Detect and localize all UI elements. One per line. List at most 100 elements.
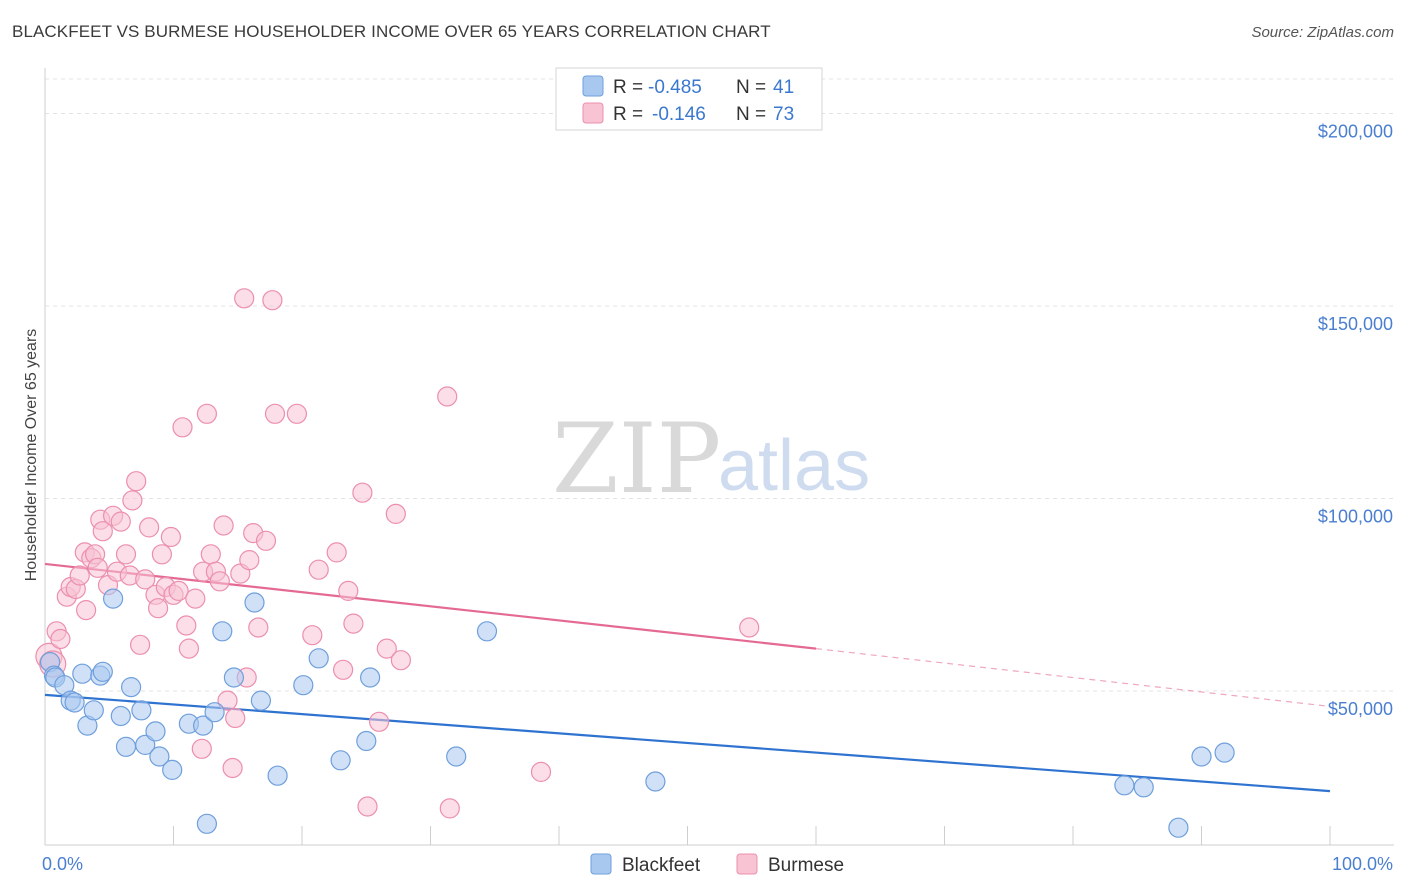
blackfeet-point-24	[212, 621, 233, 642]
bottom-legend-label-blackfeet: Blackfeet	[622, 855, 701, 876]
blackfeet-point-6	[72, 663, 93, 684]
blackfeet-point-16	[135, 734, 156, 756]
legend-r-label-1: R =	[613, 77, 643, 98]
blackfeet-point-40	[1191, 746, 1212, 767]
burmese-point-46	[225, 707, 246, 729]
x-tick-labels: 0.0% 100.0%	[42, 854, 1393, 874]
burmese-point-48	[234, 288, 255, 309]
y-tick-label-2: $150,000	[1318, 314, 1393, 334]
blackfeet-point-29	[293, 675, 314, 696]
burmese-point-9	[75, 599, 97, 621]
blackfeet-point-13	[115, 736, 137, 757]
y-tick-labels: $50,000 $100,000 $150,000 $200,000	[1318, 122, 1393, 720]
bottom-legend: Blackfeet Burmese	[590, 853, 844, 876]
blackfeet-point-30	[308, 648, 329, 669]
burmese-point-43	[213, 515, 234, 536]
blackfeet-point-33	[360, 667, 381, 688]
burmese-point-65	[369, 711, 390, 732]
blackfeet-point-12	[110, 705, 131, 727]
burmese-point-34	[176, 615, 197, 636]
burmese-point-37	[191, 738, 212, 759]
blackfeet-point-8	[83, 700, 104, 721]
blackfeet-point-37	[1114, 775, 1135, 796]
bottom-legend-label-burmese: Burmese	[768, 855, 844, 876]
burmese-point-33	[172, 417, 193, 438]
blackfeet-point-21	[193, 715, 214, 736]
blackfeet-point-35	[476, 621, 498, 642]
burmese-point-70	[439, 798, 460, 819]
blackfeet-point-41	[1214, 742, 1235, 763]
legend-n-label-1: N =	[736, 77, 766, 98]
burmese-point-57	[302, 625, 323, 646]
burmese-trend-extension	[815, 648, 1331, 707]
burmese-point-42	[209, 571, 230, 592]
burmese-point-50	[239, 549, 260, 571]
bottom-legend-swatch-blackfeet	[590, 853, 612, 875]
burmese-point-60	[333, 659, 354, 680]
burmese-point-52	[248, 617, 269, 638]
burmese-point-39	[196, 403, 217, 424]
legend-r-value-2: -0.146	[652, 104, 706, 125]
blackfeet-trend-line	[44, 693, 1331, 793]
burmese-point-30	[160, 526, 181, 548]
watermark: ZIP atlas	[552, 403, 870, 515]
legend-box: R = -0.485 N = 41 R = -0.146 N = 73	[555, 67, 823, 131]
burmese-point-67	[385, 503, 406, 525]
x-tick-label-1: 100.0%	[1332, 854, 1393, 874]
trend-lines	[44, 562, 1331, 793]
blackfeet-point-32	[356, 730, 377, 752]
burmese-point-14	[92, 521, 113, 542]
burmese-point-12	[87, 557, 108, 578]
blackfeet-point-25	[223, 667, 244, 688]
burmese-point-35	[178, 638, 199, 659]
burmese-point-62	[343, 613, 364, 634]
burmese-point-54	[262, 290, 283, 311]
axes	[44, 68, 1394, 846]
bottom-legend-swatch-burmese	[736, 853, 758, 875]
blackfeet-point-19	[162, 759, 183, 781]
y-tick-label-3: $200,000	[1318, 122, 1393, 142]
legend-n-label-2: N =	[736, 104, 766, 125]
burmese-point-64	[357, 796, 378, 817]
legend-swatch-burmese	[582, 102, 604, 124]
burmese-point-63	[352, 482, 373, 503]
blackfeet-point-22	[196, 813, 217, 834]
burmese-point-58	[308, 559, 329, 580]
watermark-atlas: atlas	[718, 426, 870, 506]
blackfeet-point-10	[92, 661, 113, 682]
burmese-point-23	[130, 634, 151, 655]
blackfeet-point-31	[330, 750, 351, 771]
burmese-point-59	[326, 542, 347, 563]
burmese-point-24	[135, 569, 156, 590]
blackfeet-point-5	[64, 692, 85, 713]
blackfeet-point-36	[645, 771, 666, 792]
blackfeet-point-34	[446, 746, 467, 767]
legend-n-value-1: 41	[773, 77, 794, 98]
burmese-point-36	[185, 588, 206, 609]
watermark-zip: ZIP	[552, 403, 721, 515]
blackfeet-point-11	[102, 588, 124, 609]
burmese-point-25	[139, 517, 160, 538]
x-tick-label-0: 0.0%	[42, 854, 83, 874]
legend-n-value-2: 73	[773, 104, 794, 125]
burmese-point-19	[115, 544, 137, 565]
legend-r-value-1: -0.485	[648, 77, 702, 98]
burmese-point-56	[286, 403, 307, 424]
burmese-point-72	[739, 617, 760, 638]
burmese-point-32	[168, 580, 189, 602]
burmese-point-53	[255, 530, 277, 551]
data-points	[35, 288, 1235, 838]
burmese-point-68	[390, 650, 411, 671]
blackfeet-point-28	[267, 765, 288, 786]
burmese-point-69	[437, 386, 458, 407]
legend-r-label-2: R =	[613, 104, 643, 125]
burmese-point-61	[338, 580, 359, 602]
blackfeet-point-15	[131, 700, 152, 721]
burmese-point-21	[122, 490, 143, 511]
burmese-point-7	[69, 565, 90, 586]
burmese-point-18	[110, 511, 131, 532]
blackfeet-point-27	[250, 690, 271, 711]
source-label: Source: ZipAtlas.com	[1251, 24, 1394, 41]
blackfeet-point-17	[145, 721, 166, 742]
